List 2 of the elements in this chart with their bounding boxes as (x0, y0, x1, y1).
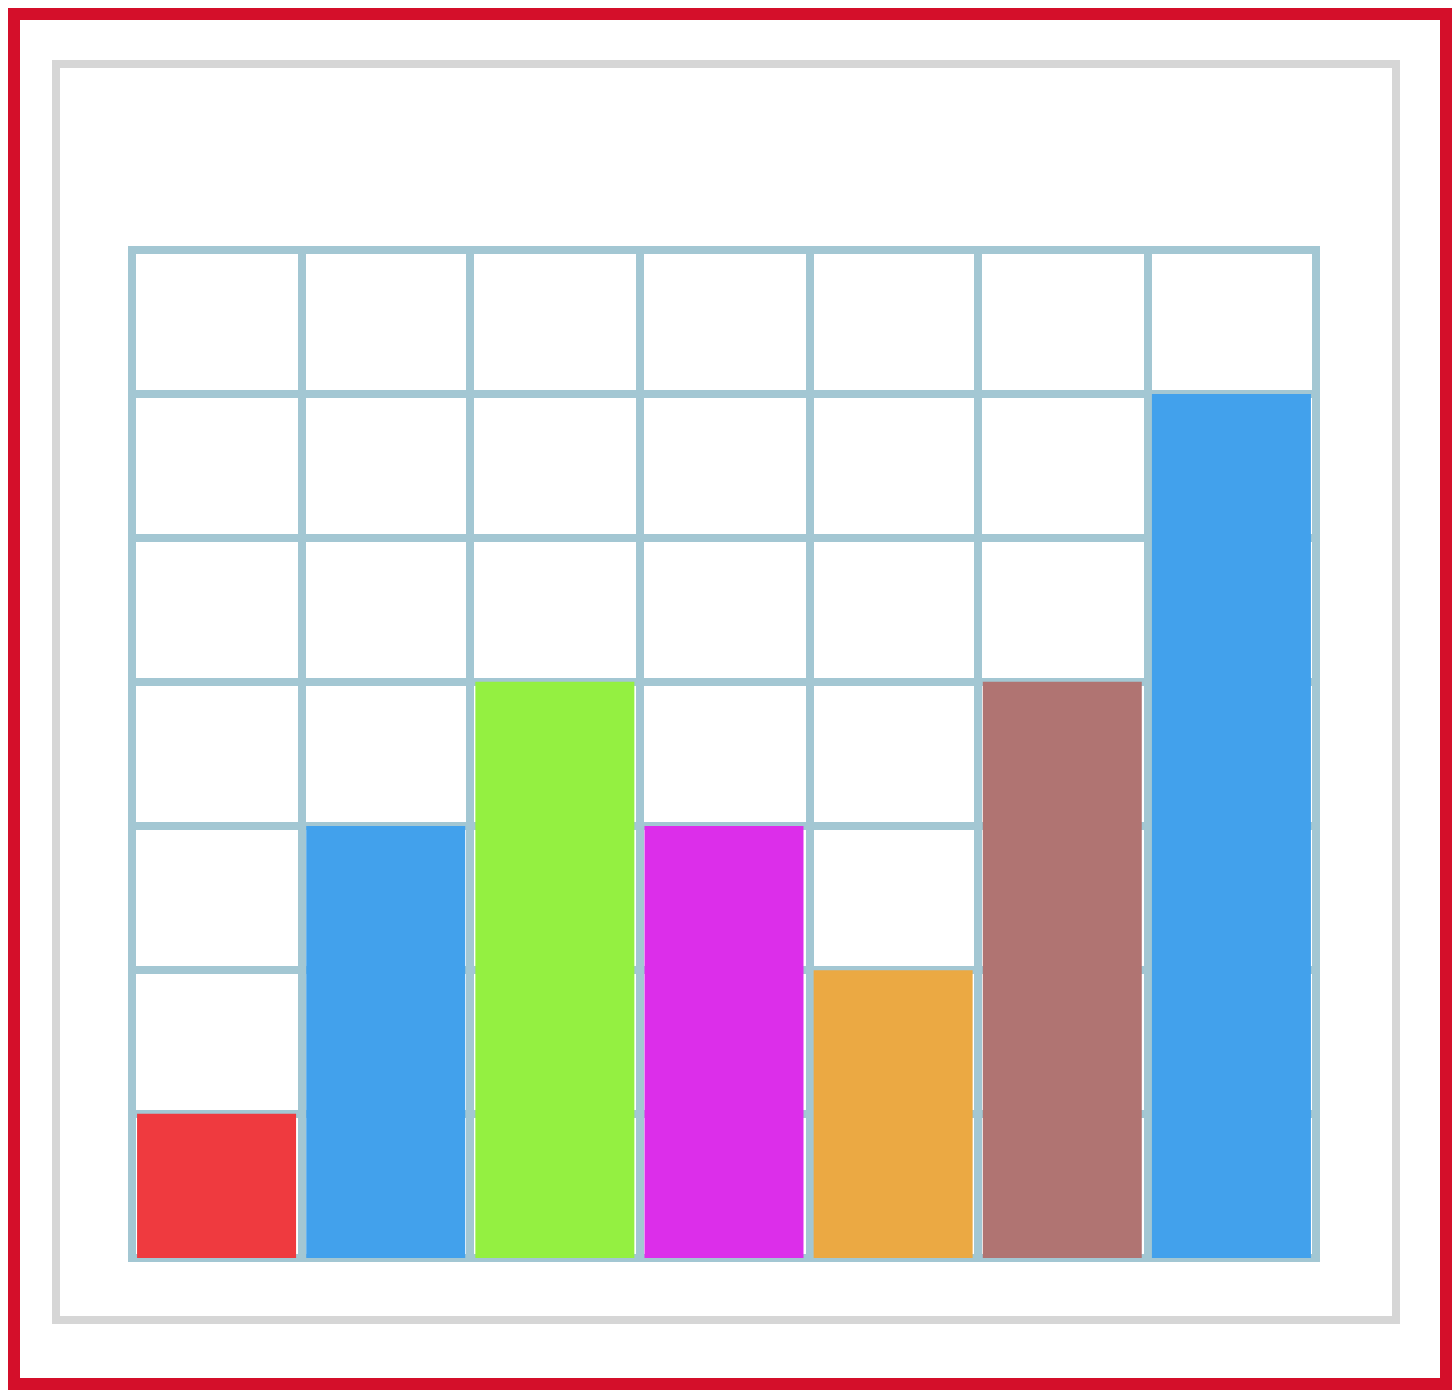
bar (137, 1113, 297, 1258)
bar (813, 970, 973, 1258)
